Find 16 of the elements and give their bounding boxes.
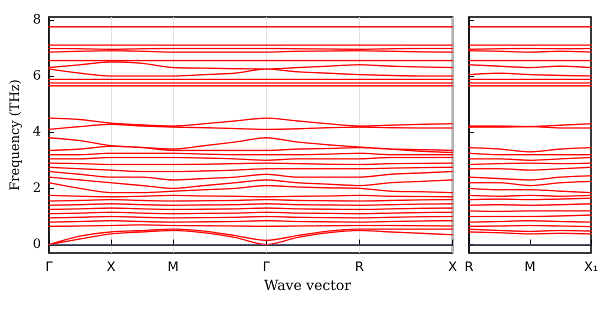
x-tick-label: Γ	[262, 260, 271, 275]
y-axis-title: Frequency (THz)	[8, 79, 23, 191]
x-tick-label: X₁	[584, 260, 598, 275]
x-tick-label: M	[168, 260, 179, 275]
y-tick-label: 4	[32, 124, 41, 140]
y-tick-label: 0	[32, 237, 41, 252]
x-tick-label: X	[106, 260, 116, 275]
y-tick-label: 6	[32, 68, 41, 84]
y-tick-label: 8	[32, 12, 41, 28]
x-tick-label: M	[524, 260, 536, 275]
x-tick-label: R	[464, 260, 474, 275]
y-tick-label: 2	[32, 180, 41, 196]
x-axis-title: Wave vector	[263, 278, 352, 294]
x-tick-label: Γ	[45, 260, 54, 275]
x-tick-label: R	[354, 260, 364, 275]
x-tick-label: X	[448, 260, 458, 275]
